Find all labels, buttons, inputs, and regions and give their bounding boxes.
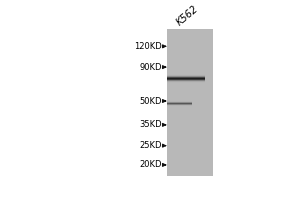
Bar [167,29,213,176]
Text: 120KD: 120KD [134,42,162,51]
Text: 50KD: 50KD [140,97,162,106]
Text: 25KD: 25KD [140,141,162,150]
Text: 20KD: 20KD [140,160,162,169]
Text: 90KD: 90KD [140,63,162,72]
Text: K562: K562 [175,4,200,28]
Text: 35KD: 35KD [139,120,162,129]
